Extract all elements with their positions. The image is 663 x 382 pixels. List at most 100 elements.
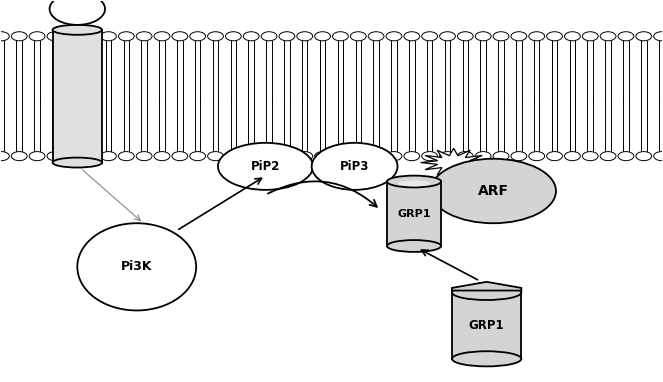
Circle shape bbox=[511, 32, 527, 41]
Circle shape bbox=[654, 152, 663, 161]
Circle shape bbox=[50, 0, 105, 25]
Circle shape bbox=[564, 32, 580, 41]
Ellipse shape bbox=[387, 176, 441, 188]
Circle shape bbox=[386, 32, 402, 41]
Circle shape bbox=[136, 32, 152, 41]
Circle shape bbox=[547, 32, 562, 41]
Circle shape bbox=[315, 152, 330, 161]
Circle shape bbox=[511, 152, 527, 161]
Ellipse shape bbox=[52, 158, 102, 168]
Text: ARF: ARF bbox=[478, 184, 509, 198]
Text: PiP3: PiP3 bbox=[340, 160, 369, 173]
Circle shape bbox=[333, 32, 348, 41]
Ellipse shape bbox=[430, 159, 556, 223]
Circle shape bbox=[475, 32, 491, 41]
Circle shape bbox=[119, 152, 134, 161]
Circle shape bbox=[368, 32, 384, 41]
Circle shape bbox=[350, 152, 366, 161]
Circle shape bbox=[11, 152, 27, 161]
Circle shape bbox=[225, 152, 241, 161]
Bar bbox=[52, 30, 102, 163]
Circle shape bbox=[0, 32, 9, 41]
Circle shape bbox=[172, 152, 188, 161]
Circle shape bbox=[636, 152, 652, 161]
Circle shape bbox=[564, 152, 580, 161]
Circle shape bbox=[582, 152, 598, 161]
Text: GRP1: GRP1 bbox=[397, 209, 431, 219]
Text: Pi3K: Pi3K bbox=[121, 261, 152, 274]
Circle shape bbox=[386, 152, 402, 161]
Circle shape bbox=[208, 152, 223, 161]
Ellipse shape bbox=[78, 223, 196, 311]
Ellipse shape bbox=[398, 180, 430, 186]
Circle shape bbox=[404, 32, 420, 41]
Circle shape bbox=[422, 32, 438, 41]
Circle shape bbox=[101, 32, 116, 41]
Circle shape bbox=[261, 32, 277, 41]
Circle shape bbox=[493, 152, 509, 161]
Circle shape bbox=[493, 32, 509, 41]
Circle shape bbox=[350, 32, 366, 41]
Circle shape bbox=[47, 32, 63, 41]
Circle shape bbox=[136, 152, 152, 161]
Circle shape bbox=[190, 32, 206, 41]
Circle shape bbox=[154, 152, 170, 161]
Circle shape bbox=[29, 152, 45, 161]
Circle shape bbox=[618, 32, 634, 41]
Polygon shape bbox=[452, 282, 521, 291]
Circle shape bbox=[440, 152, 455, 161]
Circle shape bbox=[29, 32, 45, 41]
Circle shape bbox=[457, 32, 473, 41]
Bar bbox=[387, 181, 441, 246]
Circle shape bbox=[547, 152, 562, 161]
Circle shape bbox=[208, 32, 223, 41]
Circle shape bbox=[654, 32, 663, 41]
Circle shape bbox=[65, 152, 81, 161]
Circle shape bbox=[297, 152, 313, 161]
Ellipse shape bbox=[452, 285, 521, 300]
Circle shape bbox=[119, 32, 134, 41]
Ellipse shape bbox=[452, 351, 521, 366]
Circle shape bbox=[261, 152, 277, 161]
Circle shape bbox=[529, 152, 544, 161]
Circle shape bbox=[636, 32, 652, 41]
Circle shape bbox=[475, 152, 491, 161]
Circle shape bbox=[190, 152, 206, 161]
Circle shape bbox=[243, 32, 259, 41]
Polygon shape bbox=[420, 148, 487, 177]
Circle shape bbox=[83, 32, 99, 41]
Circle shape bbox=[600, 32, 616, 41]
Circle shape bbox=[422, 152, 438, 161]
Circle shape bbox=[297, 32, 313, 41]
Circle shape bbox=[279, 32, 295, 41]
Circle shape bbox=[279, 152, 295, 161]
Ellipse shape bbox=[52, 25, 102, 35]
Ellipse shape bbox=[387, 240, 441, 252]
Ellipse shape bbox=[218, 143, 313, 190]
FancyArrowPatch shape bbox=[268, 181, 377, 207]
Circle shape bbox=[172, 32, 188, 41]
Circle shape bbox=[600, 152, 616, 161]
Circle shape bbox=[243, 152, 259, 161]
Circle shape bbox=[11, 32, 27, 41]
Circle shape bbox=[101, 152, 116, 161]
Circle shape bbox=[0, 152, 9, 161]
Circle shape bbox=[618, 152, 634, 161]
Circle shape bbox=[315, 32, 330, 41]
Circle shape bbox=[333, 152, 348, 161]
Circle shape bbox=[582, 32, 598, 41]
Circle shape bbox=[83, 152, 99, 161]
Circle shape bbox=[440, 32, 455, 41]
Circle shape bbox=[154, 32, 170, 41]
Circle shape bbox=[368, 152, 384, 161]
Circle shape bbox=[225, 32, 241, 41]
Text: PiP2: PiP2 bbox=[251, 160, 280, 173]
Ellipse shape bbox=[312, 143, 398, 190]
Circle shape bbox=[529, 32, 544, 41]
Circle shape bbox=[457, 152, 473, 161]
Circle shape bbox=[47, 152, 63, 161]
Circle shape bbox=[404, 152, 420, 161]
Bar bbox=[452, 293, 521, 359]
Circle shape bbox=[65, 32, 81, 41]
Text: GRP1: GRP1 bbox=[469, 319, 505, 332]
